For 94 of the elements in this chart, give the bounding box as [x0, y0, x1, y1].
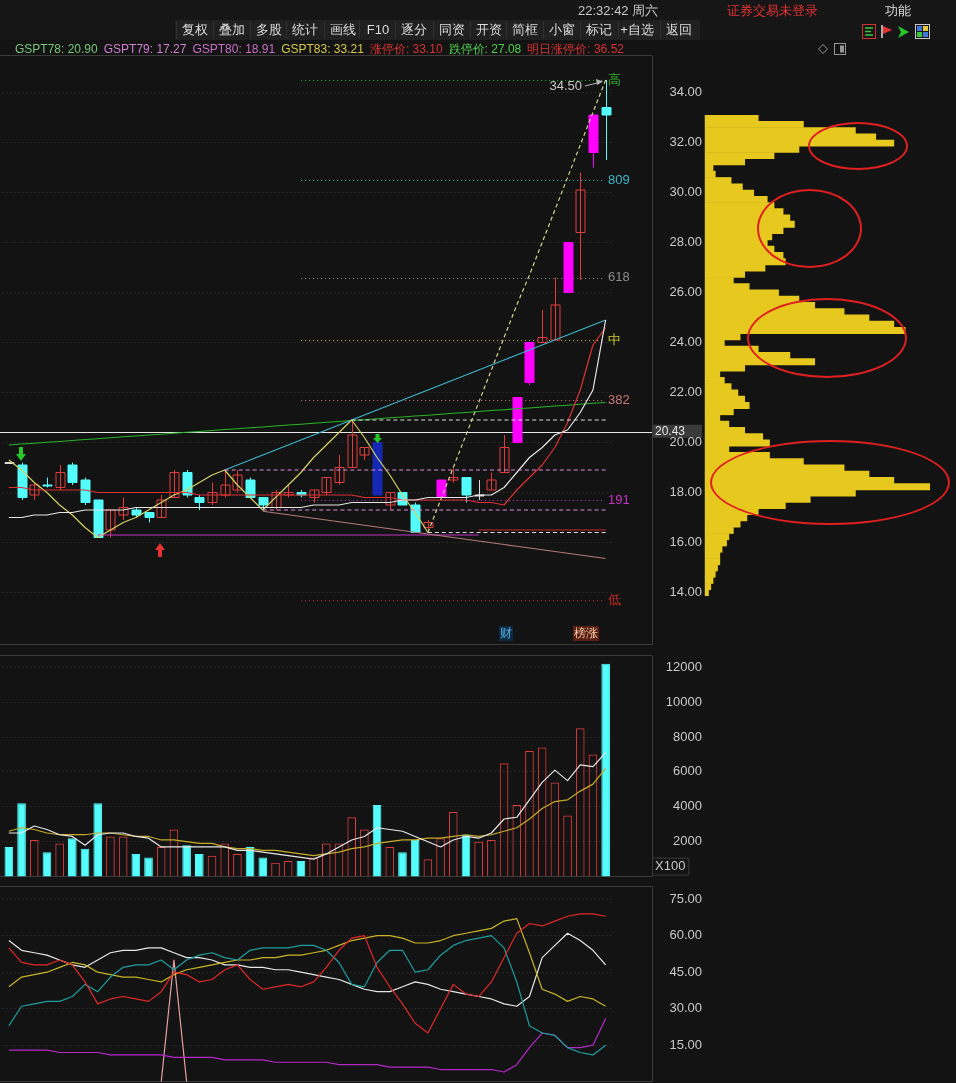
candlestick: [42, 477, 53, 488]
candlestick: [512, 397, 523, 443]
y-tick-label: 26.00: [669, 284, 702, 300]
text: 统计: [285, 21, 324, 39]
annotation: 618: [608, 269, 630, 285]
candlestick: [67, 462, 78, 486]
annotation: GSPT83: 33.21: [281, 42, 364, 56]
bar: [68, 838, 77, 877]
annotation: 跌停价: 27.08: [448, 42, 522, 56]
y-tick-label: 32.00: [669, 134, 702, 150]
candlestick: [334, 454, 345, 486]
y-tick-label: 45.00: [669, 963, 702, 979]
y-tick-label: 16.00: [669, 534, 702, 550]
y-tick-label: 30.00: [669, 1000, 702, 1016]
bar: [195, 853, 204, 877]
text: +自选: [617, 21, 656, 39]
bar: [182, 845, 191, 877]
annotation: 明日涨停价: 36.52: [527, 42, 624, 56]
text: 复权: [175, 21, 214, 39]
y-tick-label: 24.00: [669, 334, 702, 350]
candlestick: [563, 242, 574, 293]
text: F10: [358, 21, 397, 39]
annotation: 34.50: [549, 77, 582, 93]
text: 简框: [505, 21, 544, 39]
annotation: 榜涨: [573, 626, 599, 641]
y-tick-label: 14.00: [669, 584, 702, 600]
candlestick: [131, 507, 142, 518]
text: 22:32:42 周六: [578, 3, 659, 18]
ref-line-label: 高: [608, 71, 621, 87]
y-tick-label: 12000: [665, 658, 702, 674]
text: 开资: [469, 21, 508, 39]
bar: [410, 839, 420, 877]
candlestick: [169, 469, 180, 498]
candlestick: [537, 309, 548, 343]
candlestick: [144, 512, 155, 523]
y-tick-label: 8000: [673, 728, 702, 744]
text: 同资: [432, 21, 471, 39]
annotation: 809: [608, 171, 630, 187]
text: 画线: [323, 21, 362, 39]
text: 叠加: [212, 21, 251, 39]
line-series: [427, 79, 607, 534]
text: 逐分: [394, 21, 433, 39]
annotation: 191: [608, 491, 630, 507]
y-tick-label: 60.00: [669, 927, 702, 943]
text: 小窗: [542, 21, 581, 39]
y-tick-label: 28.00: [669, 234, 702, 250]
candlestick: [550, 277, 561, 341]
text: 证券交易未登录: [727, 3, 818, 18]
candlestick: [461, 477, 472, 503]
ref-line-label: 低: [608, 591, 621, 607]
bar: [17, 803, 26, 877]
candlestick: [474, 479, 485, 501]
candlestick: [499, 434, 510, 473]
annotation: GSPT79: 17.27: [103, 42, 187, 56]
bar: [601, 663, 610, 877]
text: 多股: [249, 21, 288, 39]
candlestick: [194, 494, 205, 511]
annotation: 涨停价: 33.10: [369, 42, 443, 56]
candlestick: [588, 114, 599, 168]
annotation: GSPT80: 18.91: [192, 42, 276, 56]
bar: [398, 852, 407, 877]
candlestick: [80, 477, 91, 506]
y-tick-label: 15.00: [669, 1036, 702, 1052]
y-tick-label: 22.00: [669, 384, 702, 400]
bar: [258, 857, 268, 877]
candlestick: [17, 462, 28, 501]
candlestick: [105, 509, 116, 538]
y-tick-label: 10000: [665, 693, 702, 709]
candlestick: [575, 172, 586, 281]
y-tick-label: 18.00: [669, 484, 702, 500]
y-tick-label: 20.00: [669, 434, 702, 450]
candlestick: [448, 467, 459, 483]
ref-line-label: 中: [608, 331, 621, 347]
y-tick-label: 75.00: [669, 890, 702, 906]
y-tick-label: 6000: [673, 763, 702, 779]
candlestick: [486, 472, 497, 491]
text: 功能: [885, 3, 911, 18]
annotation: 财: [499, 626, 513, 641]
candlestick: [524, 342, 535, 386]
y-axis-title: X100: [655, 858, 686, 874]
bar: [144, 857, 153, 877]
candlestick: [93, 499, 104, 538]
annotation: 382: [608, 391, 630, 407]
text: 标记: [579, 21, 618, 39]
text: 返回: [659, 21, 698, 39]
annotation: GSPT78: 20.90: [15, 42, 98, 56]
candlestick: [436, 479, 447, 498]
y-tick-label: 2000: [673, 833, 702, 849]
candlestick: [55, 464, 66, 491]
bar: [93, 803, 103, 877]
y-tick-label: 4000: [673, 798, 702, 814]
candlestick: [372, 442, 383, 496]
y-tick-label: 30.00: [669, 184, 702, 200]
y-tick-label: 34.00: [669, 84, 702, 100]
